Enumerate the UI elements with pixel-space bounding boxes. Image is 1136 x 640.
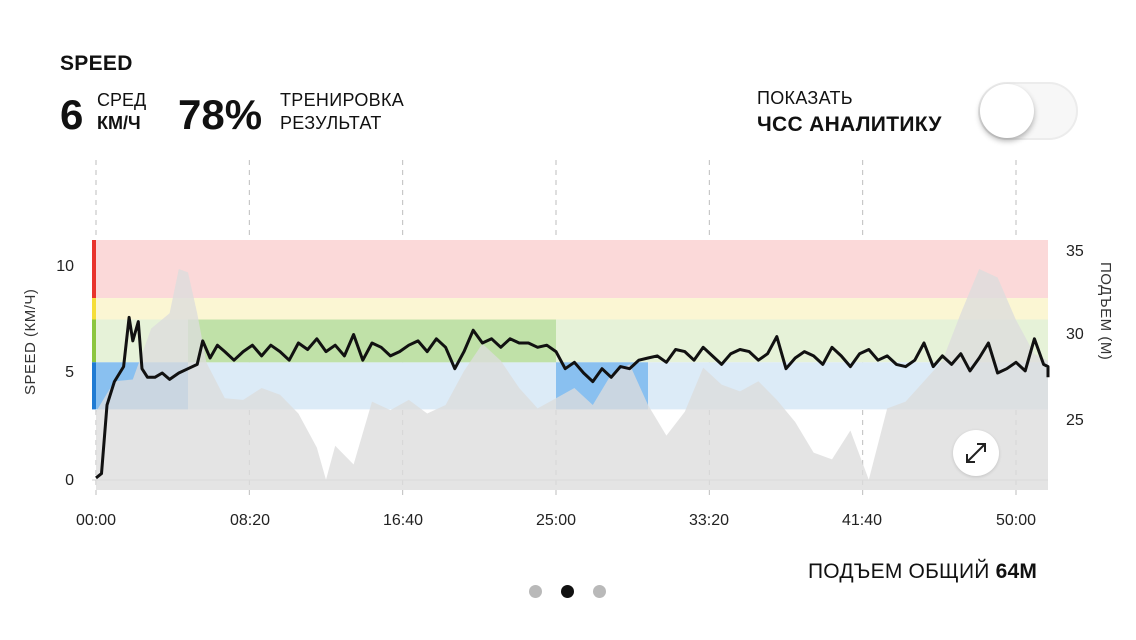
elevation-area <box>96 269 1048 490</box>
x-tick-label: 50:00 <box>995 512 1037 529</box>
right-tick-label: 30 <box>1066 326 1084 343</box>
zone-edge-yellow <box>92 298 96 320</box>
x-tick-label: 33:20 <box>688 512 730 529</box>
hr-toggle-label-bottom: ЧСС АНАЛИТИКУ <box>757 113 942 136</box>
zone-highlight-green <box>188 319 556 363</box>
page-dot-active[interactable] <box>561 585 574 598</box>
hr-analytics-toggle[interactable] <box>978 82 1078 140</box>
expand-chart-button[interactable] <box>953 430 999 476</box>
zone-yellow <box>92 298 1048 320</box>
left-tick-label: 0 <box>65 472 74 489</box>
zone-edge-blue <box>92 362 96 410</box>
average-speed-value: 6 <box>60 91 84 138</box>
left-tick-label: 10 <box>56 258 74 275</box>
x-tick-label: 16:40 <box>382 512 424 529</box>
x-tick-label: 25:00 <box>535 512 577 529</box>
expand-icon <box>966 443 986 463</box>
right-tick-label: 25 <box>1066 412 1084 429</box>
average-label: СРЕД <box>97 90 147 110</box>
training-result-value: 78% <box>178 91 263 138</box>
hr-toggle-label-top: ПОКАЗАТЬ <box>757 88 853 108</box>
training-label: ТРЕНИРОВКА <box>280 90 405 110</box>
x-tick-label: 41:40 <box>841 512 883 529</box>
page-dot[interactable] <box>593 585 606 598</box>
right-tick-label: 35 <box>1066 243 1084 260</box>
page-title: SPEED <box>60 52 133 75</box>
toggle-knob[interactable] <box>980 84 1034 138</box>
x-tick-label: 08:20 <box>229 512 271 529</box>
result-label: РЕЗУЛЬТАТ <box>280 113 382 133</box>
total-elevation: ПОДЪЕМ ОБЩИЙ 64М <box>808 560 1037 584</box>
average-unit: КМ/Ч <box>97 113 141 133</box>
total-elevation-value: 64М <box>995 560 1038 583</box>
zone-edge-green <box>92 319 96 363</box>
speed-line <box>95 315 1050 480</box>
left-tick-label: 5 <box>65 364 74 381</box>
zone-edge-red <box>92 240 96 299</box>
total-elevation-label: ПОДЪЕМ ОБЩИЙ <box>808 560 990 583</box>
page-dot[interactable] <box>529 585 542 598</box>
zone-red <box>92 240 1048 299</box>
x-tick-label: 00:00 <box>75 512 117 529</box>
